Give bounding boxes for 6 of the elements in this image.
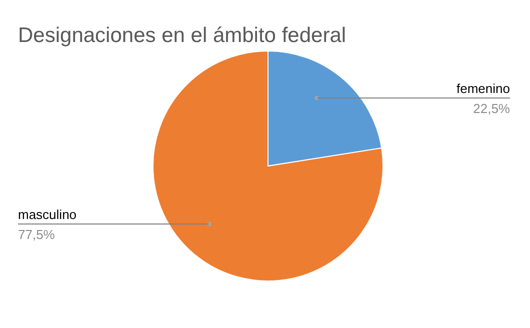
pie-slice	[152, 50, 384, 282]
data-label: 77,5%	[18, 226, 56, 242]
chart-title: Designaciones en el ámbito federal	[18, 24, 346, 47]
data-label: 22,5%	[473, 101, 510, 116]
slice-label: masculino	[18, 206, 77, 222]
slice-label: femenino	[456, 81, 510, 96]
